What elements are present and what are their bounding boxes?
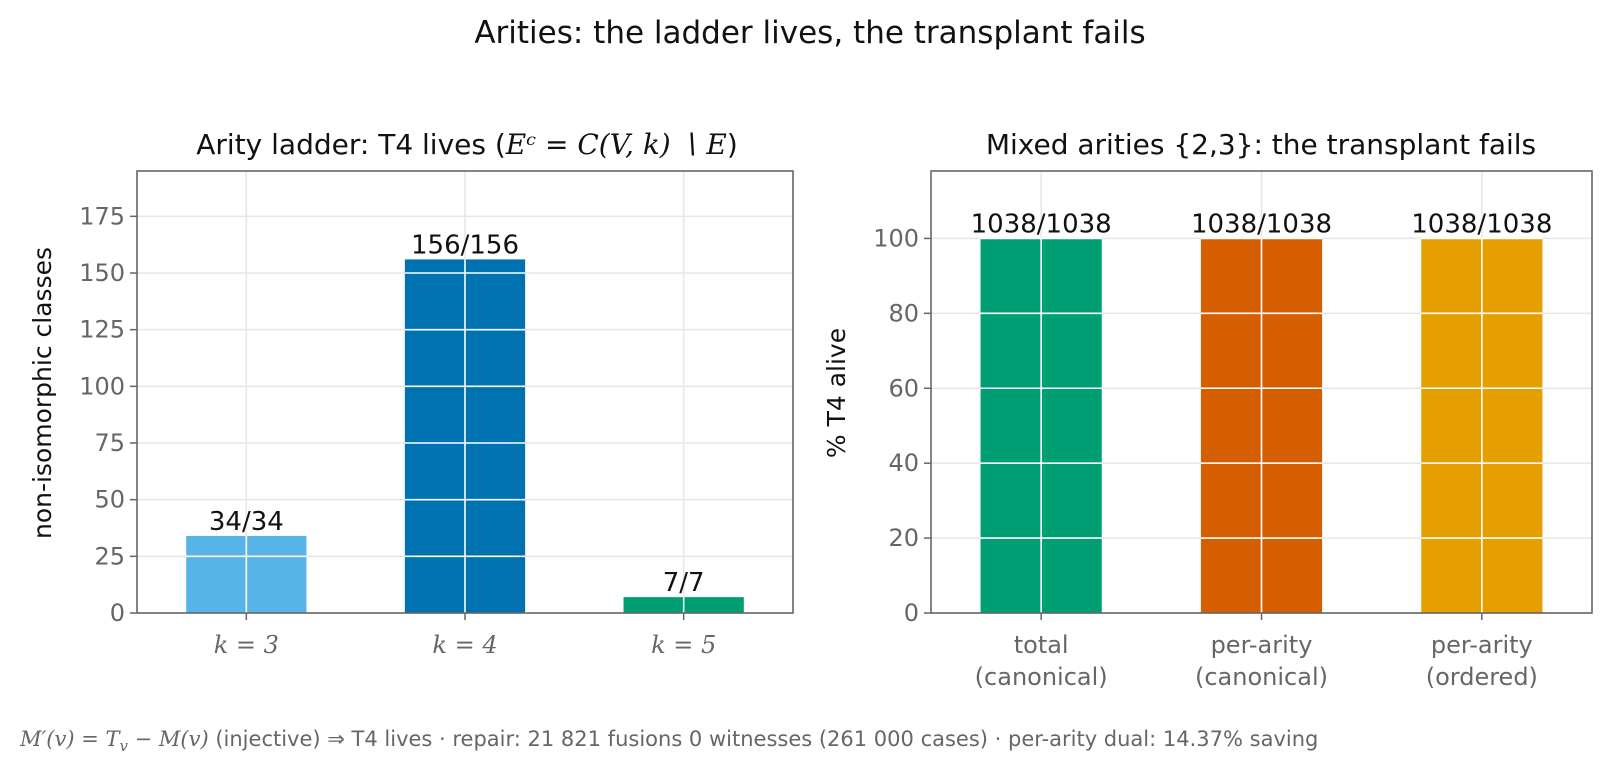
bar-data-label: 7/7 <box>663 568 705 598</box>
y-tick-label: 100 <box>873 224 919 252</box>
bar-data-label: 34/34 <box>209 507 284 537</box>
x-tick-label: per-arity <box>1431 631 1533 659</box>
y-tick-label: 150 <box>79 259 125 287</box>
y-tick-label: 0 <box>110 599 125 627</box>
panel-mixed-arities: Mixed arities {2,3}: the transplant fail… <box>822 128 1593 691</box>
x-tick-label: k = 4 <box>432 631 497 659</box>
x-tick-label: total <box>1014 631 1069 659</box>
bar-data-label: 1038/1038 <box>1411 209 1552 239</box>
y-tick-label: 175 <box>79 202 125 230</box>
y-tick-label: 60 <box>888 374 919 402</box>
y-tick-label: 75 <box>94 429 125 457</box>
y-tick-label: 125 <box>79 316 125 344</box>
x-tick-label: (canonical) <box>975 663 1108 691</box>
bar-data-label: 1038/1038 <box>1191 209 1332 239</box>
panel-arity-ladder: Arity ladder: T4 lives (Eᶜ = C(V, k) ∖ E… <box>28 128 794 659</box>
y-tick-label: 50 <box>94 486 125 514</box>
x-tick-label: k = 5 <box>651 631 716 659</box>
y-axis-label-arity-ladder: non-isomorphic classes <box>28 247 57 539</box>
y-tick-label: 100 <box>79 372 125 400</box>
y-tick-label: 20 <box>888 524 919 552</box>
figure-suptitle: Arities: the ladder lives, the transplan… <box>474 15 1145 51</box>
plot-area-arity-ladder: 0 25 50 75 100 125 150 175 k = 3 k = 4 k = 5 34/34 1… <box>79 170 794 659</box>
panel-title-arity-ladder: Arity ladder: T4 lives (Eᶜ = C(V, k) ∖ E… <box>196 128 738 161</box>
bar-data-label: 1038/1038 <box>971 209 1112 239</box>
x-tick-label: (canonical) <box>1195 663 1328 691</box>
y-axis-label-mixed-arities: % T4 alive <box>822 328 851 458</box>
y-tick-label: 0 <box>904 599 919 627</box>
figure-footer: M′(v) = Tv − M(v) (injective) ⇒ T4 lives… <box>19 727 1318 755</box>
y-tick-label: 25 <box>94 542 125 570</box>
bar-data-label: 156/156 <box>411 230 519 260</box>
x-tick-label: (ordered) <box>1426 663 1538 691</box>
plot-area-mixed-arities: 0 20 40 60 80 100 total (canonical) per-arity (ca… <box>873 170 1593 691</box>
y-tick-label: 40 <box>888 449 919 477</box>
x-tick-label: k = 3 <box>214 631 279 659</box>
panel-title-mixed-arities: Mixed arities {2,3}: the transplant fail… <box>986 128 1536 161</box>
x-tick-label: per-arity <box>1211 631 1313 659</box>
y-tick-label: 80 <box>888 299 919 327</box>
